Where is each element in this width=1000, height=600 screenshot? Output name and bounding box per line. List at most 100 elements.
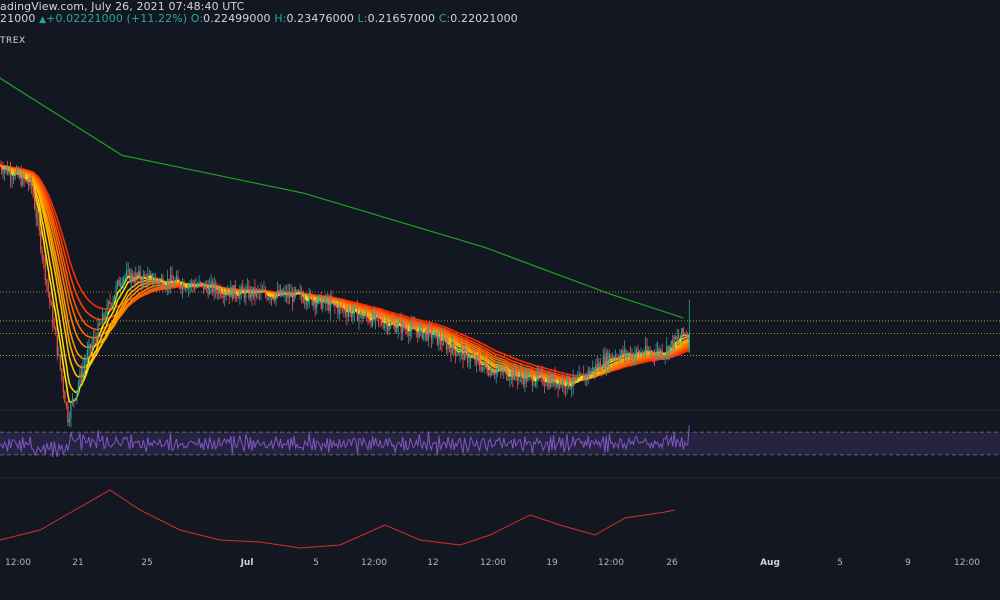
x-tick-label: 12:00: [5, 558, 31, 568]
candle: [635, 349, 638, 355]
candle: [231, 286, 233, 299]
candle: [251, 289, 253, 297]
candle: [571, 386, 573, 389]
candle: [663, 355, 665, 357]
candle: [79, 371, 81, 384]
candle: [187, 285, 190, 290]
candle: [542, 373, 544, 385]
candle: [296, 290, 298, 293]
candle: [180, 286, 182, 290]
candle: [147, 275, 149, 284]
candle: [433, 332, 435, 338]
candle: [583, 373, 585, 381]
candle: [206, 283, 208, 288]
candle: [341, 306, 343, 310]
candle: [213, 282, 215, 293]
candle: [273, 299, 276, 301]
candle: [469, 357, 472, 362]
candle: [222, 295, 224, 298]
candle: [148, 273, 150, 276]
candle: [479, 359, 481, 367]
candle: [190, 282, 193, 285]
candle: [23, 174, 25, 180]
symbol-header: adingView.com, July 26, 2021 07:48:40 UT…: [0, 0, 244, 13]
candle: [17, 169, 19, 177]
candle: [117, 280, 119, 286]
candle: [97, 323, 99, 341]
candle: [20, 174, 22, 186]
candle: [655, 352, 657, 358]
candle: [228, 292, 230, 297]
exchange-label: TREX: [0, 36, 26, 46]
candle: [198, 281, 200, 286]
candle: [144, 274, 146, 277]
candle: [406, 329, 408, 334]
candle: [32, 186, 34, 197]
candle: [0, 165, 1, 167]
candle: [424, 330, 426, 333]
candle: [138, 271, 140, 277]
candle: [166, 278, 169, 287]
candle: [540, 373, 543, 375]
candle: [555, 383, 558, 387]
candle: [687, 336, 689, 338]
x-tick-label: 12: [427, 558, 439, 568]
candle: [356, 307, 359, 322]
candle: [463, 348, 466, 361]
candle: [115, 285, 117, 296]
high-value: 0.23476000: [286, 12, 354, 25]
candle: [118, 280, 120, 287]
candle: [599, 362, 601, 370]
candle: [12, 178, 15, 180]
candle: [682, 328, 684, 334]
candle: [240, 286, 242, 292]
candle: [501, 369, 503, 373]
candle: [313, 301, 315, 305]
candle: [566, 376, 568, 389]
candle: [153, 281, 155, 284]
candle: [196, 285, 199, 287]
candle: [423, 332, 425, 339]
candle: [498, 366, 500, 370]
candle: [2, 169, 4, 174]
candle: [31, 178, 33, 187]
candle: [625, 349, 627, 357]
candle: [521, 372, 523, 378]
candle: [130, 273, 132, 283]
candle: [669, 345, 671, 355]
candle: [71, 398, 73, 404]
candle: [457, 354, 460, 356]
candle: [661, 349, 663, 357]
candle: [400, 321, 402, 333]
candle: [436, 331, 439, 345]
candle: [107, 301, 110, 305]
close-value: 0.22021000: [450, 12, 518, 25]
candle: [209, 285, 211, 295]
candle: [207, 287, 209, 295]
candle: [641, 352, 644, 355]
candle: [358, 315, 360, 322]
candle: [349, 310, 351, 313]
candle: [560, 381, 562, 386]
candle: [246, 286, 248, 290]
candle: [135, 273, 137, 282]
x-tick-label: Jul: [240, 558, 254, 568]
candle: [536, 372, 538, 383]
x-tick-label: 12:00: [361, 558, 387, 568]
candle: [638, 351, 641, 355]
candle: [141, 280, 143, 284]
candle: [38, 217, 40, 231]
candle: [127, 269, 129, 271]
candle: [104, 317, 107, 319]
candle: [595, 364, 597, 372]
candle: [133, 280, 135, 282]
candle: [558, 381, 561, 389]
candle: [64, 391, 66, 403]
candle: [411, 323, 413, 330]
x-tick-label: 25: [141, 558, 153, 568]
candle: [607, 353, 609, 365]
candle: [578, 373, 580, 378]
candle: [331, 299, 333, 304]
candle: [596, 364, 598, 369]
